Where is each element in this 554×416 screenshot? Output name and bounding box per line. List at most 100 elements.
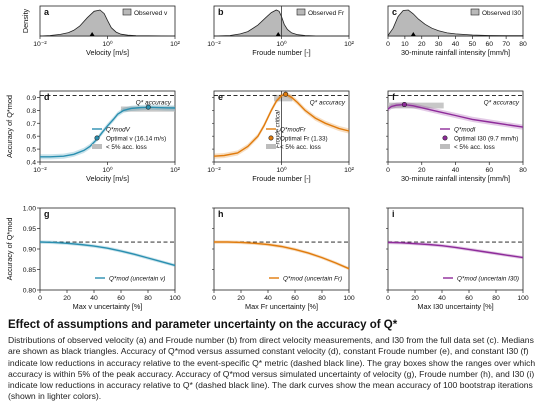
x-tick-label: 40 [438, 295, 446, 302]
y-tick-label: 0.6 [27, 134, 37, 141]
optimal-point [401, 102, 407, 108]
mean-accuracy-curve [387, 241, 524, 259]
acc-loss-box [274, 94, 293, 102]
x-axis-label: 30-minute rainfall intensity [mm/h] [401, 174, 510, 183]
x-tick-label: 60 [465, 295, 473, 302]
legend-box-label: < 5% acc. loss [454, 144, 495, 151]
legend-label: Observed I30 [482, 10, 521, 17]
panel-f: Q* accuracy Q*modI Optimal I30 (9.7 mm/h)<… [386, 90, 527, 183]
x-tick-label: 40 [452, 41, 460, 48]
x-axis-label: Froude number [-] [252, 174, 310, 183]
x-tick-label: 80 [144, 295, 152, 302]
optimal-point [283, 91, 289, 97]
figure: Observed v a 10⁻² 10⁰ 10² Velocity [m/s] Densi… [5, 5, 529, 311]
x-tick-label: 10⁻² [33, 167, 47, 174]
legend-optimal-label: Optimal I30 (9.7 mm/h) [454, 136, 518, 143]
legend-swatch [470, 8, 480, 16]
plot-frame [213, 207, 350, 291]
acc-loss-box [388, 102, 444, 109]
bootstrap-band [40, 104, 175, 160]
legend-label: Observed Fr [308, 10, 345, 17]
mean-accuracy-curve [214, 241, 350, 270]
y-axis-label: Density [21, 8, 30, 33]
x-tick-label: 10⁰ [276, 40, 287, 48]
density-area [387, 9, 524, 37]
y-tick-label: 0.4 [27, 160, 37, 167]
median-triangle [89, 32, 95, 36]
y-tick-label: 0.9 [27, 95, 37, 102]
x-tick-label: 60 [291, 295, 299, 302]
q-star-accuracy-label: Q* accuracy [136, 100, 172, 107]
figure-caption: Effect of assumptions and parameter unce… [8, 318, 548, 403]
x-tick-label: 80 [519, 41, 527, 48]
q-star-accuracy-label: Q* accuracy [484, 100, 520, 107]
panel-label: b [218, 7, 224, 17]
x-tick-label: 70 [502, 41, 510, 48]
x-tick-label: 40 [264, 295, 272, 302]
y-tick-label: 0.95 [23, 226, 36, 233]
x-tick-label: 10² [170, 167, 181, 174]
y-tick-label: 0.85 [23, 267, 36, 274]
legend-optimal-marker [268, 135, 274, 141]
legend-series-label: Q*mod (uncertain Fr) [283, 276, 342, 283]
x-tick-label: 10² [344, 41, 355, 48]
mean-accuracy-curve [213, 93, 350, 157]
y-tick-label: 0.80 [23, 288, 36, 295]
legend-series-label: Q*modFr [280, 127, 306, 134]
legend-box-label: < 5% acc. loss [280, 144, 321, 151]
x-tick-label: 10⁻² [207, 167, 221, 174]
panel-label: f [392, 92, 396, 102]
legend-series-label: Q*modI [454, 127, 476, 134]
caption-title: Effect of assumptions and parameter unce… [8, 319, 398, 331]
legend-optimal-marker [442, 135, 448, 141]
panel-label: g [44, 209, 50, 219]
x-tick-label: 40 [90, 295, 98, 302]
x-tick-label: 10⁰ [102, 40, 113, 48]
y-tick-label: 0.8 [27, 108, 37, 115]
x-tick-label: 10 [401, 41, 409, 48]
x-tick-label: 0 [38, 295, 42, 302]
panel-a: Observed v a 10⁻² 10⁰ 10² Velocity [m/s] Densi… [21, 5, 181, 57]
x-tick-label: 10⁰ [276, 166, 287, 174]
x-tick-label: 0 [212, 295, 216, 302]
panel-e: Froude critical Q* accuracy Q*modFr Optimal… [207, 90, 355, 183]
y-tick-label: 0.5 [27, 147, 37, 154]
y-tick-label: 1.00 [23, 206, 36, 213]
panel-label: e [218, 92, 223, 102]
panel-label: a [44, 7, 50, 17]
y-axis-label: Accuracy of Q*mod [5, 95, 14, 158]
x-tick-label: 20 [411, 295, 419, 302]
x-tick-label: 60 [117, 295, 125, 302]
panel-label: h [218, 209, 224, 219]
legend-optimal-label: Optimal v (16.14 m/s) [106, 136, 166, 143]
x-axis-label: Max Fr uncertainty [%] [245, 302, 318, 311]
legend-box-swatch [266, 144, 276, 149]
x-axis-label: Max I30 uncertainty [%] [417, 302, 493, 311]
legend-label: Observed v [134, 10, 168, 17]
y-axis-label: Accuracy of Q*mod [5, 218, 14, 281]
x-axis-label: 30-minute rainfall intensity [mm/h] [401, 48, 510, 57]
x-tick-label: 60 [485, 41, 493, 48]
x-tick-label: 0 [386, 167, 390, 174]
panel-label: d [44, 92, 50, 102]
x-tick-label: 80 [519, 167, 527, 174]
legend-series-label: Q*mod (uncertain I30) [457, 276, 519, 283]
froude-critical-label: Froude critical [276, 110, 282, 148]
x-tick-label: 80 [492, 295, 500, 302]
panel-h: Q*mod (uncertain Fr) h 0 20 40 60 80 100 Max Fr … [212, 207, 355, 311]
mean-accuracy-curve [40, 106, 176, 158]
legend-series-label: Q*modV [106, 127, 131, 134]
panel-label: i [392, 209, 395, 219]
x-tick-label: 10² [344, 167, 355, 174]
y-tick-label: 0.7 [27, 121, 37, 128]
legend-series-label: Q*mod (uncertain v) [109, 276, 165, 283]
x-tick-label: 10⁻² [33, 41, 47, 48]
x-tick-label: 20 [63, 295, 71, 302]
x-tick-label: 60 [485, 167, 493, 174]
legend-swatch [122, 8, 132, 16]
panel-c: Observed I30 c 0 10 20 30 40 50 60 70 80 30-minute … [386, 5, 527, 57]
panel-i: Q*mod (uncertain I30) i 0 20 40 60 80 100 Max I3… [386, 207, 529, 311]
x-tick-label: 20 [418, 167, 426, 174]
x-tick-label: 10⁻² [207, 41, 221, 48]
legend-optimal-label: Optimal Fr (1.33) [280, 136, 328, 143]
